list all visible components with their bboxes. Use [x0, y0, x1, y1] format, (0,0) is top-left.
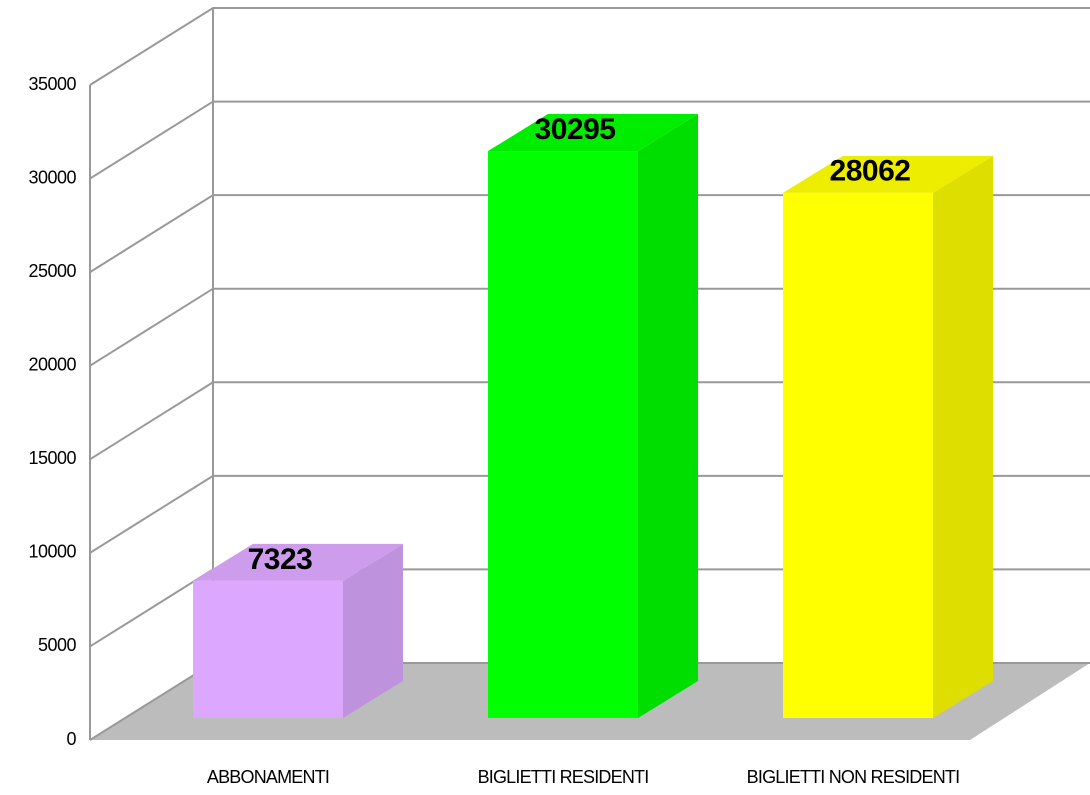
y-tick-label: 25000 [28, 261, 76, 281]
y-tick-label: 35000 [28, 74, 76, 94]
y-tick-label: 5000 [38, 635, 77, 655]
value-label: 7323 [248, 543, 313, 576]
y-tick-label: 0 [66, 729, 76, 749]
bar [488, 114, 698, 718]
value-label: 30295 [535, 113, 616, 146]
bar-front [783, 192, 933, 718]
bar-side [638, 114, 698, 718]
bar-top [488, 114, 698, 152]
x-tick-label: BIGLIETTI NON RESIDENTI [747, 767, 960, 787]
x-tick-label: ABBONAMENTI [207, 767, 329, 787]
bar [783, 155, 993, 718]
bar-top [783, 155, 993, 193]
grid-line [89, 100, 1090, 180]
bar-side [343, 543, 403, 718]
value-label: 28062 [830, 155, 911, 188]
y-tick-label: 30000 [28, 167, 76, 187]
y-tick-label: 10000 [28, 542, 76, 562]
bar-side [933, 155, 993, 718]
bar-front [488, 151, 638, 718]
y-tick-label: 15000 [28, 448, 76, 468]
bar-front [193, 580, 343, 718]
x-tick-label: BIGLIETTI RESIDENTI [478, 767, 649, 787]
grid-line [89, 7, 1090, 86]
bar-top [193, 543, 403, 581]
bar [193, 543, 403, 718]
y-tick-label: 20000 [28, 354, 76, 374]
